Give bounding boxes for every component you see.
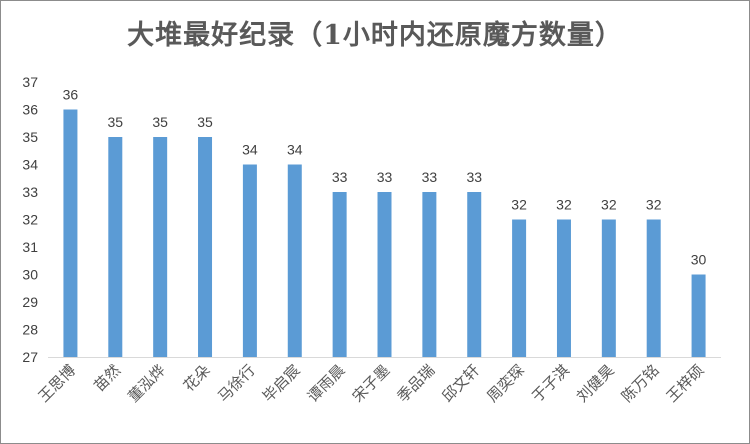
data-label: 30 [691,252,707,268]
bar [153,137,168,357]
x-tick-label: 宋子墨 [349,361,394,406]
data-label: 36 [63,87,79,103]
y-tick-label: 34 [22,157,38,173]
x-tick-label: 花朵 [180,361,214,395]
bar [377,192,392,357]
data-label: 32 [511,197,527,213]
x-tick-label: 于子淇 [528,361,573,406]
bar [63,109,78,357]
data-label: 33 [422,169,438,185]
bar [422,192,437,357]
x-tick-label: 董泓烨 [124,361,169,406]
chart-title: 大堆最好纪录（1小时内还原魔方数量） [127,20,623,51]
y-tick-label: 35 [22,129,38,145]
x-tick-label: 王思博 [35,361,80,406]
x-tick-label: 邱文轩 [439,361,484,406]
y-tick-label: 33 [22,184,38,200]
y-tick-label: 29 [22,294,38,310]
data-label: 33 [332,169,348,185]
y-tick-label: 28 [22,322,38,338]
data-label: 34 [242,142,258,158]
x-tick-label: 苗然 [90,361,124,395]
x-tick-label: 毕启宸 [259,361,304,406]
x-tick-label: 季品瑞 [394,361,439,406]
x-tick-label: 马徐行 [214,361,259,406]
x-tick-label: 陈万铭 [618,361,663,406]
bar [691,274,706,357]
data-label: 33 [377,169,393,185]
x-tick-label: 王梓硕 [663,361,708,406]
data-label: 32 [556,197,572,213]
bar [512,219,527,357]
y-tick-label: 32 [22,212,38,228]
data-label: 32 [601,197,617,213]
bar [556,219,571,357]
bar [198,137,213,357]
y-tick-label: 30 [22,267,38,283]
bar [467,192,482,357]
data-label: 35 [152,114,168,130]
y-tick-label: 27 [22,349,38,365]
data-label: 32 [646,197,662,213]
data-label: 34 [287,142,303,158]
bar [646,219,661,357]
x-tick-label: 谭雨晨 [304,361,349,406]
bar [332,192,347,357]
x-tick-label: 周奕琛 [483,361,528,406]
data-label: 33 [466,169,482,185]
data-label: 35 [108,114,124,130]
x-tick-label: 刘健昊 [573,361,618,406]
y-tick-label: 37 [22,74,38,90]
bar [108,137,123,357]
y-tick-label: 36 [22,102,38,118]
data-label: 35 [197,114,213,130]
bar [287,164,302,357]
bar [601,219,616,357]
bar [242,164,257,357]
y-tick-label: 31 [22,239,38,255]
